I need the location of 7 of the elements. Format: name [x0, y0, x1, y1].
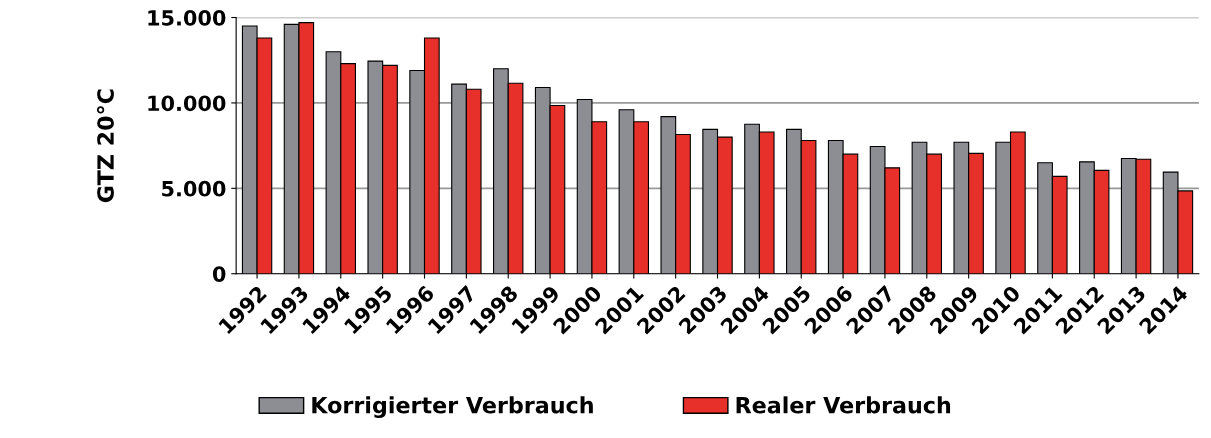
y-tick-label: 5.000	[162, 180, 226, 197]
legend-label: Realer Verbrauch	[736, 396, 951, 414]
y-tick-label: 10.000	[148, 95, 226, 112]
y-tick-label: 0	[212, 266, 226, 282]
y-axis-title: GTZ 20°C	[96, 89, 114, 203]
y-tick-label: 15.000	[148, 9, 226, 26]
legend-label: Korrigierter Verbrauch	[312, 396, 593, 418]
